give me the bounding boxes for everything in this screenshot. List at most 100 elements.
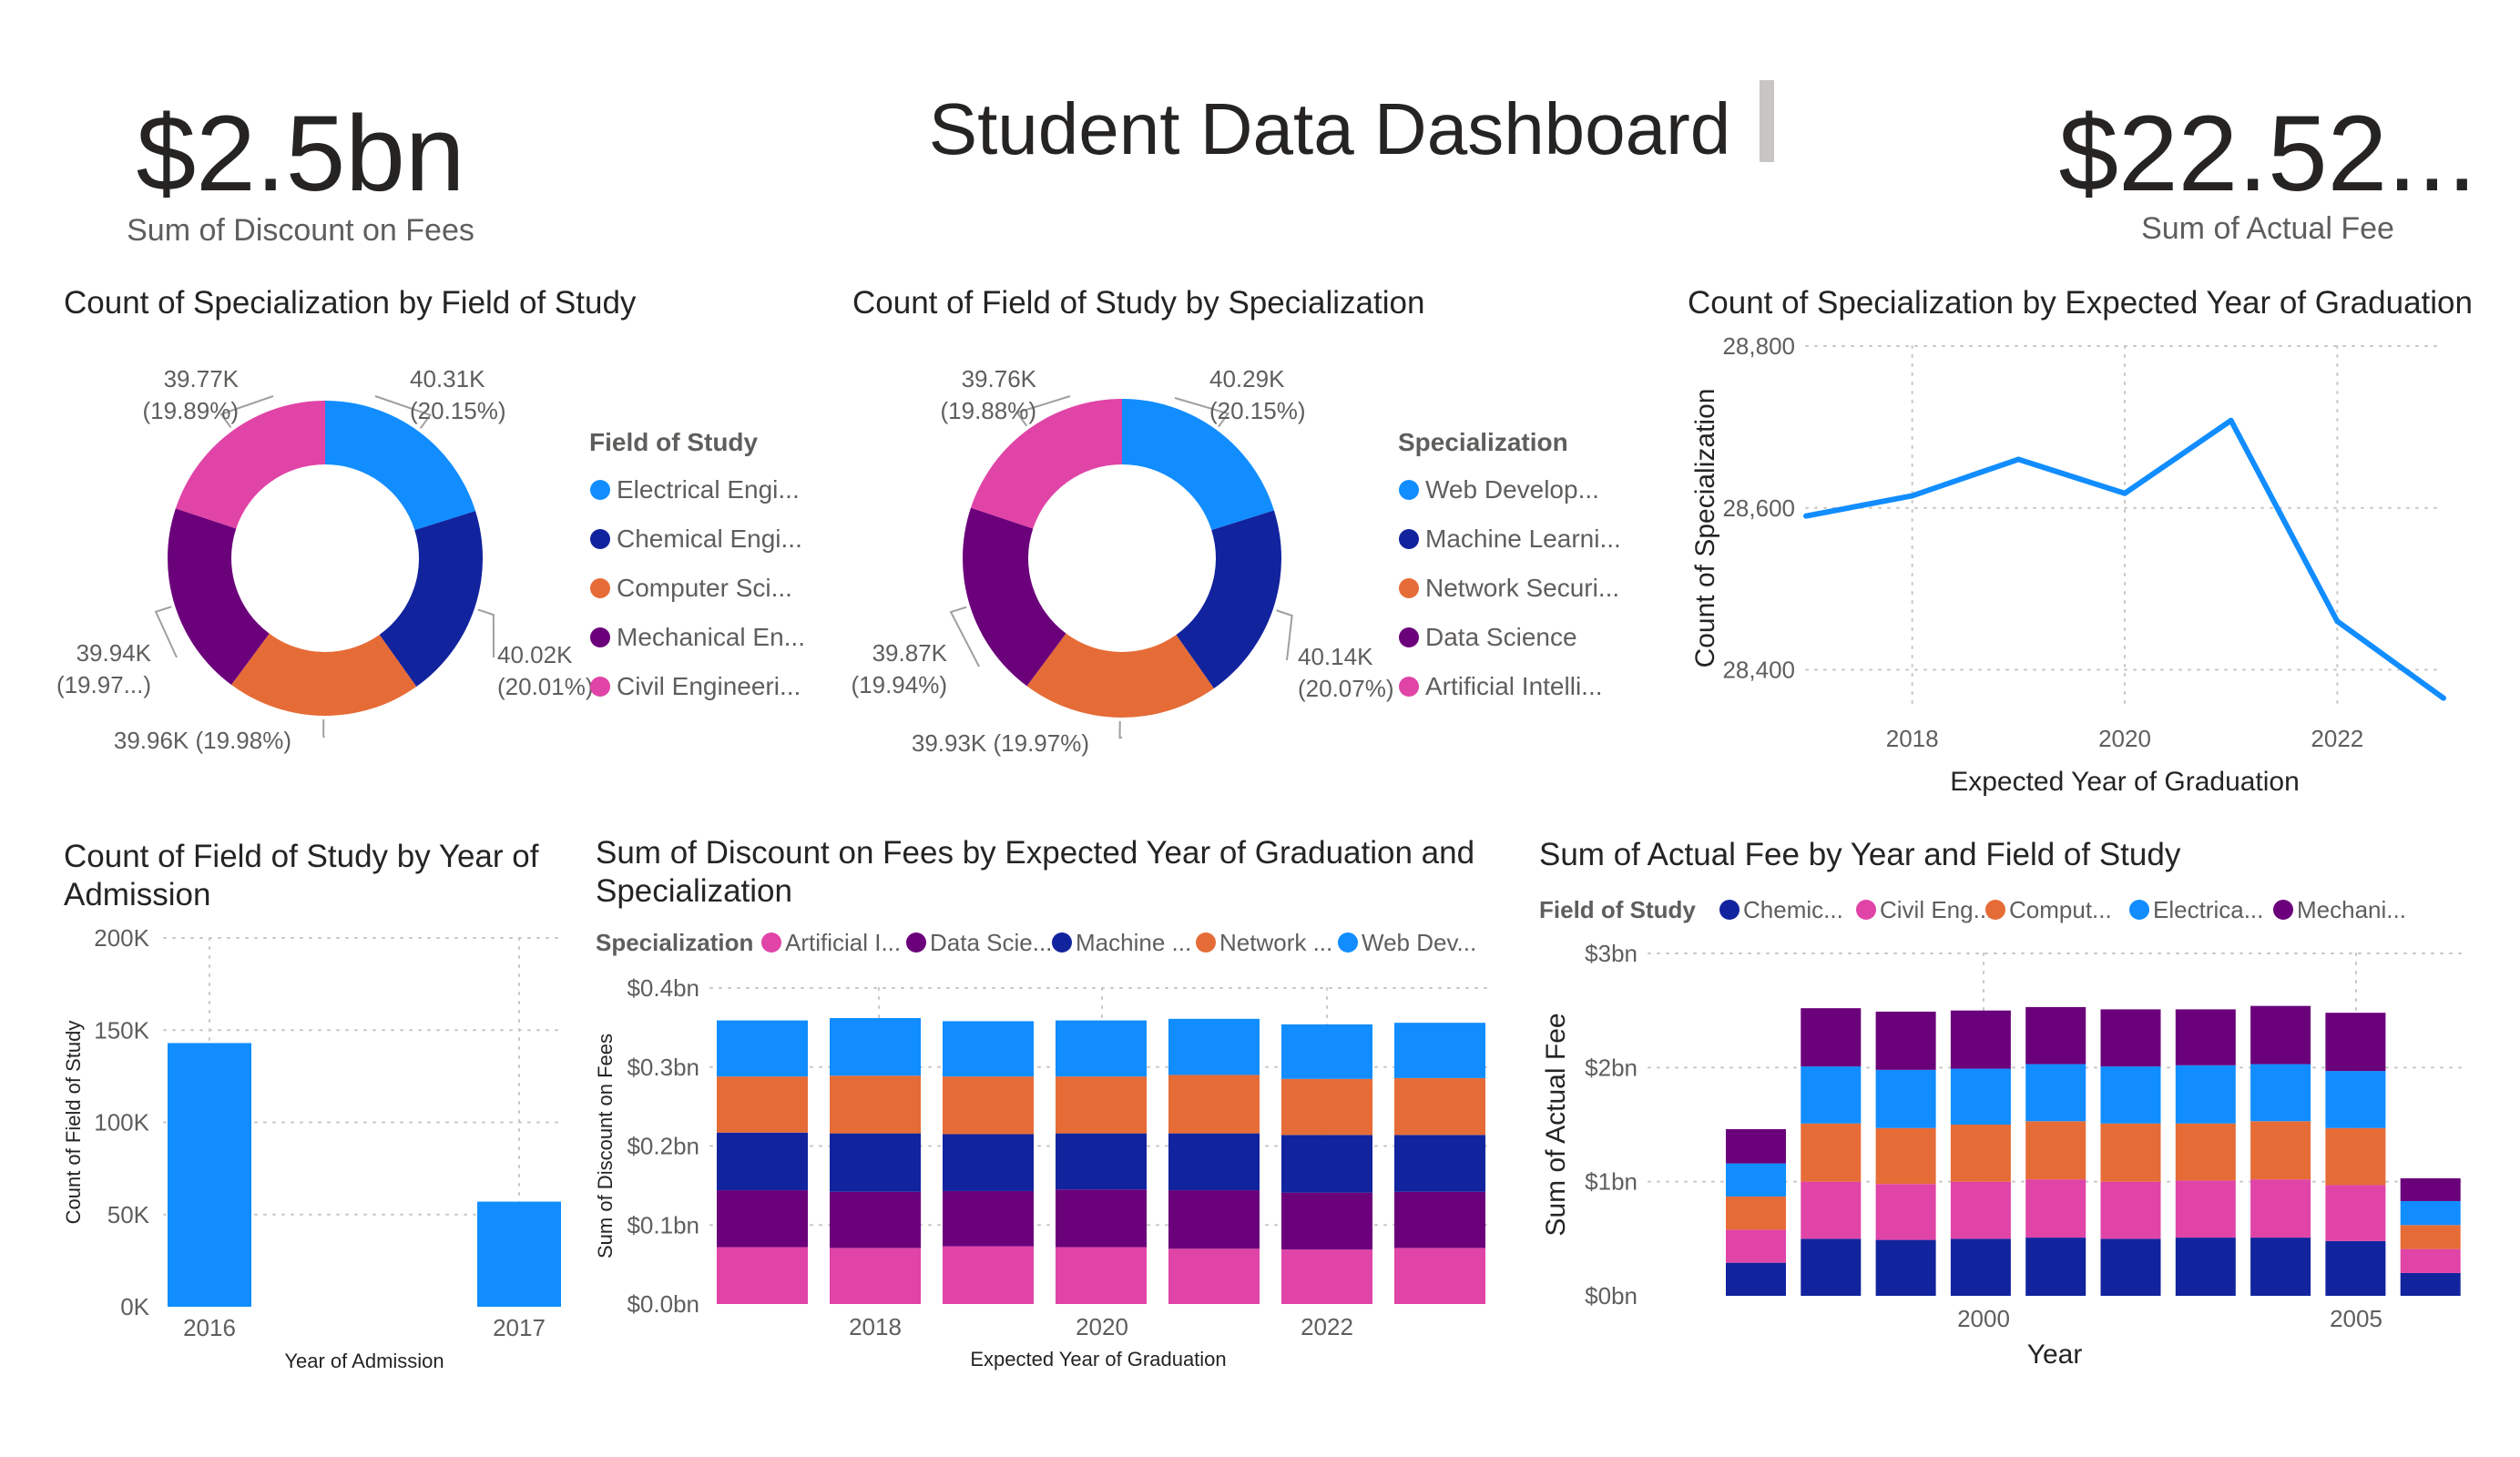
stack1-segment-2023-2 [1394, 1135, 1485, 1192]
line-data-point [2122, 490, 2127, 496]
line-chart-title: Count of Specialization by Expected Year… [1688, 285, 2473, 321]
line-ytick: 28,800 [1722, 332, 1795, 360]
donut2-data-label: 39.93K (19.97%) [912, 729, 1089, 757]
donut2-legend-label: Artificial Intelli... [1425, 672, 1603, 700]
donut1-legend-marker [590, 627, 610, 647]
stack1-ytick: $0.0bn [627, 1290, 699, 1318]
stack2-segment-2003-3 [2100, 1066, 2161, 1124]
donut1-legend-marker [590, 578, 610, 598]
donut2-slice-3 [963, 507, 1066, 687]
stack1-segment-2019-3 [943, 1076, 1034, 1135]
donut1-data-label-pct: (19.97...) [56, 671, 151, 698]
stack2-segment-2001-1 [1950, 1181, 2011, 1239]
stack1-segment-2018-3 [830, 1075, 921, 1134]
stack2-segment-1999-2 [1801, 1123, 1862, 1182]
donut1-data-label: 39.94K [77, 639, 152, 667]
stack1-segment-2021-3 [1168, 1075, 1260, 1134]
stack2-segment-2007-2 [2400, 1225, 2461, 1249]
donut2-data-label: 40.29K [1209, 365, 1285, 392]
donut2-legend-label: Web Develop... [1425, 475, 1599, 504]
stack2-segment-2007-1 [2400, 1248, 2461, 1273]
donut1-legend-marker [590, 480, 610, 500]
donut1-leader-line [219, 395, 274, 429]
donut1-data-label: 40.02K [497, 641, 573, 668]
stack2-legend-label: Civil Eng... [1880, 896, 1993, 923]
stack1-segment-2020-0 [1056, 1247, 1147, 1304]
stack2-segment-1998-4 [1726, 1129, 1786, 1164]
bar-ytick: 0K [120, 1293, 149, 1320]
donut1-data-label-pct: (20.15%) [410, 397, 506, 424]
stack1-segment-2020-2 [1056, 1133, 1147, 1190]
donut2-legend-marker [1399, 627, 1419, 647]
stack2-segment-2000-4 [1875, 1011, 1936, 1070]
stack1-ytick: $0.2bn [627, 1133, 699, 1160]
stack1-legend-label: Network ... [1219, 929, 1332, 956]
donut2-data-label: 39.76K [962, 365, 1037, 392]
stack1-segment-2022-0 [1281, 1249, 1372, 1304]
stack1-segment-2019-4 [943, 1021, 1034, 1077]
stack2-segment-2001-3 [1950, 1068, 2011, 1125]
donut1-data-label: 39.77K [164, 365, 240, 392]
bar-chart-title: Count of Field of Study by Year of Admis… [64, 839, 539, 912]
stack1-legend-label: Web Dev... [1362, 929, 1476, 956]
donut1-legend-marker [590, 677, 610, 697]
stack1-segment-2019-0 [943, 1246, 1034, 1304]
stack2-segment-1998-3 [1726, 1163, 1786, 1197]
line-xaxis-title: Expected Year of Graduation [1950, 767, 2300, 797]
donut2-legend-title: Specialization [1398, 428, 1568, 456]
stack2-segment-2003-0 [2100, 1238, 2161, 1296]
line-yaxis-title: Count of Specialization [1690, 389, 1720, 668]
stack2-segment-2002-2 [2025, 1121, 2086, 1180]
line-ytick: 28,600 [1722, 494, 1795, 522]
donut2-data-label-pct: (19.88%) [941, 397, 1037, 424]
stack2-segment-1999-0 [1801, 1238, 1862, 1296]
stack2-segment-2002-3 [2025, 1064, 2086, 1122]
donut1-legend-label: Chemical Engi... [617, 525, 802, 553]
stack2-segment-2003-2 [2100, 1123, 2161, 1182]
stack1-segment-2018-2 [830, 1133, 921, 1192]
stack1-segment-2017-1 [717, 1190, 808, 1248]
stack2-xaxis-title: Year [2027, 1340, 2083, 1370]
stack1-segment-2022-1 [1281, 1192, 1372, 1250]
donut2-leader-line [1118, 720, 1123, 739]
bar-xaxis-title: Year of Admission [284, 1350, 444, 1372]
donut1-legend-label: Mechanical En... [617, 623, 805, 651]
donut1-data-label-pct: (20.01%) [497, 673, 594, 700]
stack1-segment-2022-3 [1281, 1078, 1372, 1136]
stack1-segment-2023-1 [1394, 1191, 1485, 1248]
stack1-title: Sum of Discount on Fees by Expected Year… [596, 835, 1475, 909]
line-data-point [1803, 513, 1809, 519]
stack2-legend-label: Chemic... [1743, 896, 1843, 923]
line-data-point [2228, 417, 2234, 423]
stack2-segment-2005-2 [2250, 1121, 2311, 1180]
stack1-segment-2023-0 [1394, 1248, 1485, 1304]
stack2-segment-2007-4 [2400, 1177, 2461, 1201]
kpi-actual-fee-value: $22.52... [2058, 94, 2477, 214]
donut1-legend-label: Electrical Engi... [617, 475, 800, 504]
stack2-segment-1998-1 [1726, 1229, 1786, 1263]
stack1-segment-2021-4 [1168, 1018, 1260, 1075]
donut1-legend-marker [590, 529, 610, 549]
stack2-segment-2005-4 [2250, 1005, 2311, 1065]
stack1-segment-2018-1 [830, 1191, 921, 1248]
stack1-legend-label: Artificial I... [785, 929, 901, 956]
donut2-legend-label: Machine Learni... [1425, 525, 1621, 553]
stack1-segment-2021-0 [1168, 1248, 1260, 1304]
line-data-point [2334, 618, 2341, 625]
stack2-segment-2006-2 [2325, 1127, 2386, 1186]
donut2-leader-line [1174, 397, 1230, 428]
stack2-segment-2007-3 [2400, 1200, 2461, 1226]
stack2-segment-1998-0 [1726, 1262, 1786, 1296]
stack1-segment-2021-2 [1168, 1133, 1260, 1191]
stack1-segment-2019-2 [943, 1134, 1034, 1191]
stack2-segment-2006-4 [2325, 1013, 2386, 1072]
donut2-data-label-pct: (19.94%) [852, 671, 948, 698]
donut2-leader-line [1276, 609, 1293, 661]
stack2-ytick: $0bn [1585, 1282, 1637, 1309]
stack1-ytick: $0.1bn [627, 1211, 699, 1238]
stack2-segment-2000-2 [1875, 1127, 1936, 1185]
stack1-legend-marker [906, 932, 926, 953]
bar-ytick: 100K [94, 1109, 149, 1136]
stack1-legend-label: Data Scie... [930, 929, 1052, 956]
